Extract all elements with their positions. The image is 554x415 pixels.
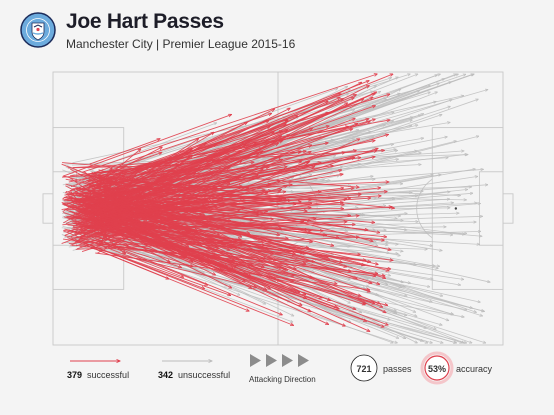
goal-right bbox=[502, 193, 514, 224]
pass-successful bbox=[62, 115, 232, 177]
pass-unsuccessful bbox=[66, 86, 431, 186]
pass-successful bbox=[94, 192, 286, 219]
pass-successful bbox=[95, 177, 394, 208]
pass-successful bbox=[63, 229, 385, 276]
pass-successful bbox=[62, 185, 101, 213]
pass-successful bbox=[97, 194, 147, 246]
successful-count: 379 bbox=[67, 370, 83, 380]
penalty-spot-right bbox=[454, 207, 458, 210]
unsuccessful-count: 342 bbox=[158, 370, 174, 380]
chart-title: Joe Hart Passes bbox=[66, 10, 224, 33]
chart-subtitle: Manchester City | Premier League 2015-16 bbox=[66, 37, 296, 51]
pass-successful bbox=[75, 231, 202, 238]
accuracy-ring bbox=[424, 355, 450, 381]
pass-unsuccessful bbox=[90, 233, 390, 320]
pass-successful bbox=[70, 175, 103, 188]
six-yard-box-right bbox=[478, 171, 504, 246]
pass-successful bbox=[91, 185, 297, 293]
series-successful bbox=[61, 74, 395, 331]
penalty-area-right bbox=[431, 127, 504, 290]
pass-successful bbox=[95, 185, 166, 230]
passes-value: 721 bbox=[356, 364, 372, 374]
passes-ring bbox=[350, 354, 378, 382]
accuracy-label: accuracy bbox=[456, 364, 493, 374]
pass-successful bbox=[91, 202, 301, 227]
successful-label: successful bbox=[87, 370, 130, 380]
pass-successful bbox=[101, 192, 387, 210]
attacking-direction-label: Attacking Direction bbox=[249, 375, 316, 384]
pass-successful bbox=[67, 199, 207, 211]
pass-successful bbox=[70, 97, 373, 237]
goal-left bbox=[42, 193, 54, 224]
passes-label: passes bbox=[383, 364, 412, 374]
direction-triangle-icon bbox=[298, 354, 309, 367]
pass-successful bbox=[83, 165, 308, 200]
pass-successful bbox=[73, 150, 384, 169]
manchester-city-crest bbox=[20, 12, 56, 48]
pass-successful bbox=[80, 202, 344, 229]
pass-successful bbox=[96, 215, 202, 234]
direction-triangle-icon bbox=[282, 354, 293, 367]
unsuccessful-label: unsuccessful bbox=[178, 370, 231, 380]
pass-successful bbox=[88, 178, 307, 212]
legend-graphics bbox=[70, 351, 454, 385]
direction-triangle-icon bbox=[266, 354, 277, 367]
pass-arrows bbox=[61, 74, 491, 343]
pass-successful bbox=[91, 231, 322, 297]
pass-successful bbox=[101, 151, 301, 208]
pass-successful bbox=[93, 101, 328, 222]
pass-successful bbox=[81, 74, 377, 173]
pass-successful bbox=[68, 217, 323, 231]
pass-successful bbox=[95, 235, 193, 267]
pass-successful bbox=[77, 198, 371, 220]
pass-successful bbox=[93, 203, 191, 215]
pass-successful bbox=[73, 162, 321, 209]
pass-successful bbox=[78, 172, 212, 198]
pass-successful bbox=[89, 139, 160, 165]
pass-successful bbox=[63, 238, 282, 268]
pass-successful bbox=[72, 202, 264, 268]
legend-successful: 379 successful bbox=[67, 370, 129, 380]
pass-successful bbox=[89, 183, 103, 206]
pass-successful bbox=[79, 246, 315, 261]
pass-successful bbox=[71, 242, 236, 246]
pass-successful bbox=[98, 134, 389, 220]
pass-successful bbox=[90, 247, 257, 288]
pass-successful bbox=[83, 203, 311, 207]
pass-successful bbox=[68, 229, 208, 285]
pass-successful bbox=[98, 169, 373, 242]
pass-successful bbox=[84, 195, 269, 249]
accuracy-value: 53% bbox=[427, 364, 446, 374]
legend-unsuccessful: 342 unsuccessful bbox=[158, 370, 230, 380]
pass-successful bbox=[97, 182, 242, 237]
pass-successful bbox=[72, 205, 356, 310]
pass-successful bbox=[99, 170, 341, 221]
pass-successful bbox=[79, 194, 378, 264]
pass-successful bbox=[76, 184, 271, 202]
pass-successful bbox=[70, 191, 107, 238]
pass-successful bbox=[84, 131, 283, 186]
pass-successful bbox=[93, 152, 302, 174]
pass-successful bbox=[63, 216, 187, 256]
pass-successful bbox=[63, 196, 375, 222]
pass-successful bbox=[78, 201, 309, 248]
pass-successful bbox=[64, 167, 269, 196]
pass-successful bbox=[90, 120, 390, 175]
pass-successful bbox=[98, 127, 349, 178]
direction-triangle-icon bbox=[250, 354, 261, 367]
accuracy-ring-outer bbox=[420, 351, 454, 385]
pass-unsuccessful bbox=[62, 234, 397, 343]
pass-successful bbox=[100, 225, 264, 246]
